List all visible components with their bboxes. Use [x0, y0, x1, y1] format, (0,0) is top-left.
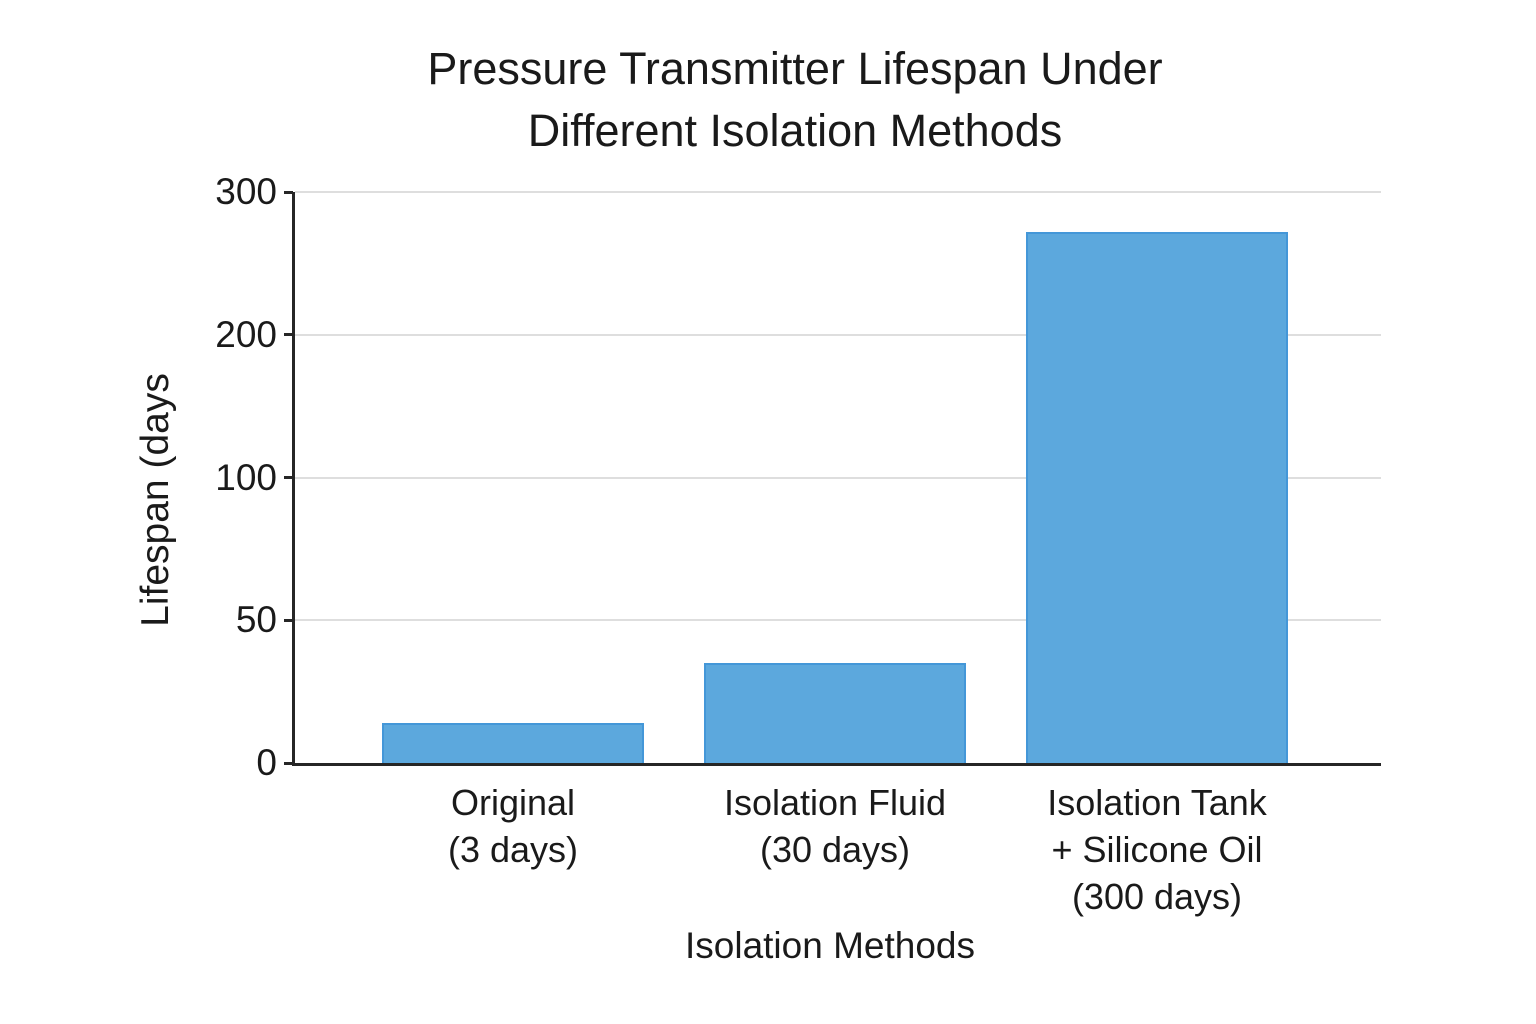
y-axis-label: Lifespan (days: [134, 373, 177, 627]
chart-title-line1: Pressure Transmitter Lifespan Under: [427, 43, 1163, 94]
x-tick-label-line: + Silicone Oil: [1051, 829, 1263, 870]
y-tick-mark-100: [284, 476, 293, 479]
gridline-50: [295, 619, 1381, 622]
y-axis-spine: [292, 192, 295, 766]
y-tick-mark-200: [284, 333, 293, 337]
x-axis-spine: [292, 763, 1381, 766]
chart-title: Pressure Transmitter Lifespan Under Diff…: [427, 38, 1162, 162]
gridline-300: [295, 191, 1381, 193]
y-tick-label-100: 100: [215, 456, 277, 498]
y-tick-mark-300: [284, 190, 293, 194]
gridline-200: [295, 333, 1381, 336]
y-tick-label-200: 200: [215, 313, 277, 355]
x-tick-label-line: (3 days): [447, 829, 579, 870]
x-axis-label: Isolation Methods: [684, 925, 976, 966]
x-tick-label-1: Original (3 days): [448, 779, 578, 873]
chart-title-line2: Different Isolation Methods: [527, 105, 1063, 156]
x-tick-label-line: Isolation Fluid: [723, 782, 947, 823]
gridline-100: [295, 476, 1381, 479]
plot-area: 0 50 100 200 300: [215, 171, 1381, 783]
x-tick-label-line: (30 days): [759, 829, 911, 870]
x-tick-label-line: Isolation Tank: [1047, 782, 1267, 823]
y-tick-label-0: 0: [256, 742, 277, 783]
bar-1: [382, 723, 644, 763]
x-tick-label-line: (300 days): [1071, 876, 1243, 917]
x-tick-label-line: Original: [450, 782, 576, 823]
bar-3: [1026, 232, 1288, 763]
bar-2: [704, 663, 966, 763]
x-tick-label-2: Isolation Fluid (30 days): [724, 779, 946, 873]
y-tick-label-50: 50: [235, 599, 277, 641]
y-tick-mark-0: [284, 761, 293, 765]
y-tick-label-300: 300: [215, 171, 277, 212]
y-tick-mark-50: [284, 618, 293, 622]
x-tick-label-3: Isolation Tank + Silicone Oil (300 days): [1047, 779, 1266, 920]
